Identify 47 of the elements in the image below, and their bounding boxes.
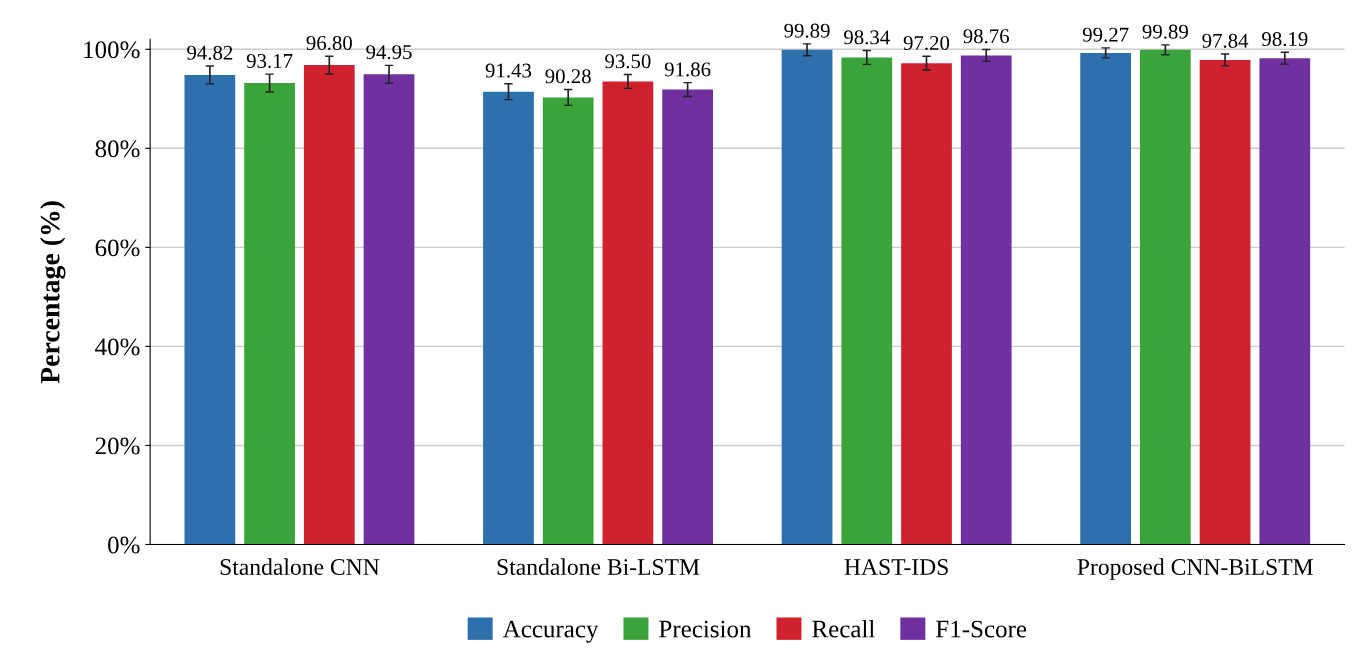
bar bbox=[244, 83, 295, 545]
x-tick-label: HAST-IDS bbox=[844, 559, 948, 575]
y-tick-label: 20% bbox=[95, 437, 140, 455]
bar bbox=[184, 74, 236, 545]
data-label: 98.76 bbox=[963, 29, 1010, 44]
data-label: 90.28 bbox=[545, 69, 591, 84]
y-axis-title: Percentage (%) bbox=[40, 201, 66, 384]
data-label: 94.95 bbox=[366, 45, 412, 60]
legend-label: Accuracy bbox=[502, 620, 599, 643]
y-tick-label: 100% bbox=[84, 41, 140, 59]
bar bbox=[542, 97, 594, 545]
data-label: 93.50 bbox=[605, 54, 651, 69]
data-label: 94.82 bbox=[187, 45, 233, 60]
bar bbox=[602, 81, 654, 545]
data-label: 93.17 bbox=[246, 53, 293, 69]
x-tick-label: Standalone CNN bbox=[220, 558, 380, 575]
y-tick-label: 80% bbox=[95, 140, 140, 158]
bar bbox=[781, 49, 833, 545]
x-tick-label: Standalone Bi-LSTM bbox=[497, 558, 700, 575]
bar bbox=[363, 74, 415, 545]
y-tick-label: 40% bbox=[95, 338, 140, 356]
data-label: 91.86 bbox=[664, 62, 711, 77]
bar bbox=[1199, 59, 1251, 545]
data-label: 99.89 bbox=[1142, 24, 1188, 39]
bar bbox=[1080, 52, 1132, 545]
data-label: 99.27 bbox=[1082, 27, 1129, 42]
data-label: 97.20 bbox=[903, 35, 950, 51]
data-label: 98.34 bbox=[844, 30, 890, 45]
legend-label: F1-Score bbox=[936, 620, 1027, 638]
bar bbox=[960, 55, 1012, 545]
data-label: 97.84 bbox=[1202, 33, 1249, 48]
bar bbox=[483, 91, 534, 545]
legend-label: Recall bbox=[812, 619, 875, 638]
x-tick-label: Proposed CNN-BiLSTM bbox=[1077, 558, 1313, 580]
data-label: 91.43 bbox=[485, 63, 532, 78]
bar bbox=[901, 63, 952, 545]
bar bbox=[303, 65, 355, 545]
data-label: 96.80 bbox=[306, 35, 352, 51]
bar bbox=[1259, 58, 1311, 545]
bar bbox=[1139, 49, 1191, 545]
data-label: 98.19 bbox=[1262, 32, 1308, 47]
y-tick-label: 60% bbox=[95, 239, 140, 257]
bar bbox=[662, 89, 713, 545]
y-tick-label: 0% bbox=[108, 536, 140, 554]
data-label: 99.89 bbox=[784, 23, 830, 38]
bar bbox=[841, 57, 893, 545]
legend-label: Precision bbox=[659, 620, 752, 638]
